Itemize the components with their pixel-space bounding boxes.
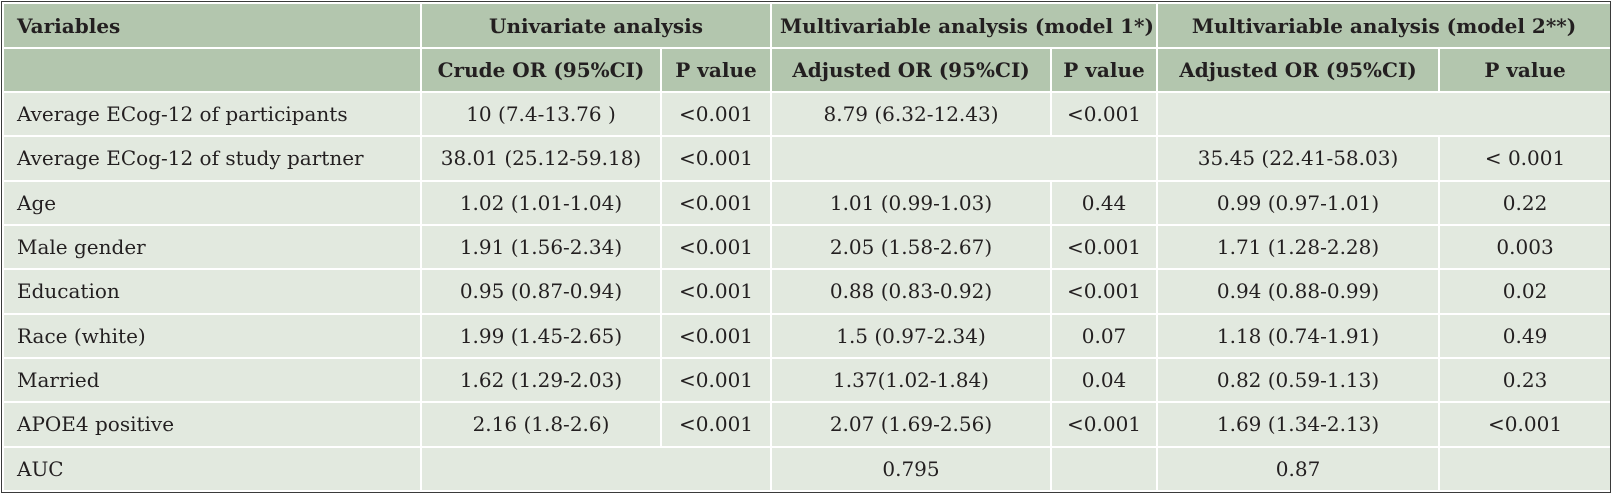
auc-model1-p-empty xyxy=(1050,445,1159,493)
header-model1: Multivariable analysis (model 1*) xyxy=(770,2,1159,49)
header-univariate: Univariate analysis xyxy=(419,2,773,49)
row-p-value-3: 0.23 xyxy=(1438,356,1612,404)
header-adjusted-or-2: Adjusted OR (95%CI) xyxy=(1156,47,1441,93)
row-p-value-2: 0.04 xyxy=(1050,356,1159,404)
header-adjusted-or-1: Adjusted OR (95%CI) xyxy=(770,47,1053,93)
header-row-1: Variables Univariate analysis Multivaria… xyxy=(2,2,1612,49)
row-adjusted-or-2: 1.69 (1.34-2.13) xyxy=(1156,401,1441,448)
row-model1-empty xyxy=(770,135,1159,182)
row-variable: APOE4 positive xyxy=(2,401,422,448)
row-p-value-1: <0.001 xyxy=(659,401,773,448)
row-variable: Race (white) xyxy=(2,312,422,359)
row-p-value-3: 0.49 xyxy=(1438,312,1612,359)
header-crude-or: Crude OR (95%CI) xyxy=(420,47,662,93)
row-p-value-2: <0.001 xyxy=(1050,268,1159,315)
row-p-value-3: < 0.001 xyxy=(1438,135,1612,182)
table-row: Married 1.62 (1.29-2.03) <0.001 1.37(1.0… xyxy=(2,356,1612,404)
row-crude-or: 2.16 (1.8-2.6) xyxy=(420,401,662,448)
row-p-value-1: <0.001 xyxy=(659,135,773,182)
row-p-value-1: <0.001 xyxy=(659,90,773,138)
row-p-value-1: <0.001 xyxy=(659,223,773,271)
row-crude-or: 1.02 (1.01-1.04) xyxy=(420,179,662,226)
row-adjusted-or-1: 8.79 (6.32-12.43) xyxy=(770,90,1053,138)
row-variable: Married xyxy=(2,356,422,404)
row-adjusted-or-1: 1.37(1.02-1.84) xyxy=(770,356,1053,404)
row-crude-or: 38.01 (25.12-59.18) xyxy=(420,135,662,182)
auc-univariate-empty xyxy=(419,445,773,493)
row-adjusted-or-1: 1.5 (0.97-2.34) xyxy=(770,312,1053,359)
auc-model1: 0.795 xyxy=(770,445,1053,493)
row-crude-or: 0.95 (0.87-0.94) xyxy=(420,268,662,315)
table-row: Education 0.95 (0.87-0.94) <0.001 0.88 (… xyxy=(2,268,1612,315)
auc-model2-p-empty xyxy=(1438,445,1612,493)
row-variable: Average ECog-12 of participants xyxy=(2,90,422,138)
table-row: Male gender 1.91 (1.56-2.34) <0.001 2.05… xyxy=(2,223,1612,271)
header-p-value-2: P value xyxy=(1050,47,1159,93)
row-crude-or: 10 (7.4-13.76 ) xyxy=(420,90,662,138)
row-model2-empty xyxy=(1156,90,1612,138)
row-crude-or: 1.99 (1.45-2.65) xyxy=(420,312,662,359)
header-model2: Multivariable analysis (model 2**) xyxy=(1156,2,1612,49)
row-adjusted-or-2: 0.82 (0.59-1.13) xyxy=(1156,356,1441,404)
row-p-value-3: 0.003 xyxy=(1438,223,1612,271)
row-adjusted-or-2: 0.94 (0.88-0.99) xyxy=(1156,268,1441,315)
row-variable: Male gender xyxy=(2,223,422,271)
row-p-value-1: <0.001 xyxy=(659,268,773,315)
auc-label: AUC xyxy=(2,445,422,493)
table-row: Race (white) 1.99 (1.45-2.65) <0.001 1.5… xyxy=(2,312,1612,359)
row-p-value-3: 0.02 xyxy=(1438,268,1612,315)
header-p-value-3: P value xyxy=(1438,47,1612,93)
row-p-value-2: <0.001 xyxy=(1050,90,1159,138)
row-adjusted-or-1: 2.05 (1.58-2.67) xyxy=(770,223,1053,271)
row-p-value-1: <0.001 xyxy=(659,312,773,359)
row-p-value-2: 0.44 xyxy=(1050,179,1159,226)
row-crude-or: 1.91 (1.56-2.34) xyxy=(420,223,662,271)
row-variable: Average ECog-12 of study partner xyxy=(2,135,422,182)
row-p-value-2: <0.001 xyxy=(1050,401,1159,448)
row-p-value-2: <0.001 xyxy=(1050,223,1159,271)
header-row-2: Crude OR (95%CI) P value Adjusted OR (95… xyxy=(2,47,1612,93)
row-p-value-3: 0.22 xyxy=(1438,179,1612,226)
table-row: APOE4 positive 2.16 (1.8-2.6) <0.001 2.0… xyxy=(2,401,1612,448)
table-row: Average ECog-12 of participants 10 (7.4-… xyxy=(2,90,1612,138)
row-adjusted-or-1: 1.01 (0.99-1.03) xyxy=(770,179,1053,226)
header-variables: Variables xyxy=(2,2,422,49)
row-variable: Age xyxy=(2,179,422,226)
row-p-value-1: <0.001 xyxy=(659,179,773,226)
row-p-value-1: <0.001 xyxy=(659,356,773,404)
header-p-value-1: P value xyxy=(659,47,773,93)
row-adjusted-or-2: 35.45 (22.41-58.03) xyxy=(1156,135,1441,182)
row-p-value-2: 0.07 xyxy=(1050,312,1159,359)
table-row: Average ECog-12 of study partner 38.01 (… xyxy=(2,135,1612,182)
row-adjusted-or-2: 1.71 (1.28-2.28) xyxy=(1156,223,1441,271)
row-crude-or: 1.62 (1.29-2.03) xyxy=(420,356,662,404)
row-adjusted-or-1: 0.88 (0.83-0.92) xyxy=(770,268,1053,315)
table-row: Age 1.02 (1.01-1.04) <0.001 1.01 (0.99-1… xyxy=(2,179,1612,226)
row-adjusted-or-2: 0.99 (0.97-1.01) xyxy=(1156,179,1441,226)
row-variable: Education xyxy=(2,268,422,315)
row-adjusted-or-1: 2.07 (1.69-2.56) xyxy=(770,401,1053,448)
row-adjusted-or-2: 1.18 (0.74-1.91) xyxy=(1156,312,1441,359)
auc-model2: 0.87 xyxy=(1156,445,1441,493)
auc-row: AUC 0.795 0.87 xyxy=(2,445,1612,493)
header-blank xyxy=(2,47,422,93)
row-p-value-3: <0.001 xyxy=(1438,401,1612,448)
